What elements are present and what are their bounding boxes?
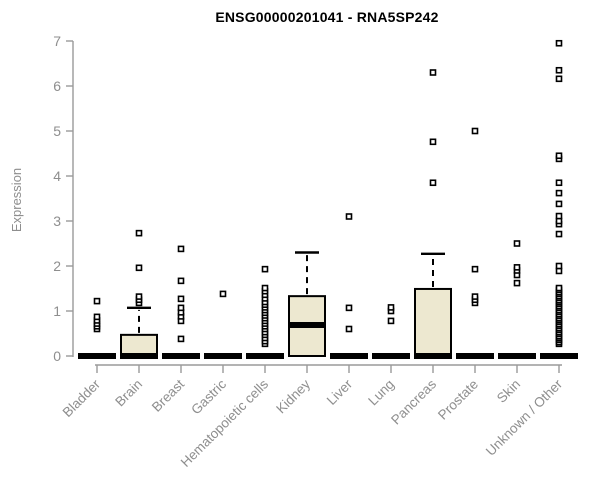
outlier-point xyxy=(93,297,101,305)
x-category-label: Brain xyxy=(112,377,145,410)
outlier-point xyxy=(555,230,563,238)
outlier-point xyxy=(387,317,395,325)
outlier-point xyxy=(261,265,269,273)
x-category-label: Gastric xyxy=(188,376,229,417)
outlier-point xyxy=(429,179,437,187)
y-tick-label: 0 xyxy=(53,348,61,364)
x-category-label: Prostate xyxy=(435,377,481,423)
outlier-point xyxy=(555,200,563,208)
x-category-label: Liver xyxy=(324,376,356,408)
outlier-point xyxy=(429,69,437,76)
y-tick-label: 5 xyxy=(53,123,61,139)
x-category-label: Lung xyxy=(365,377,397,409)
outlier-point xyxy=(177,335,185,343)
outlier-point xyxy=(177,295,185,303)
outlier-point xyxy=(345,213,353,220)
chart-title: ENSG00000201041 - RNA5SP242 xyxy=(215,9,439,25)
y-tick-label: 1 xyxy=(53,303,61,319)
y-tick-label: 4 xyxy=(53,168,61,184)
outlier-point xyxy=(345,304,353,312)
outlier-point xyxy=(261,284,269,292)
outlier-point xyxy=(93,313,101,321)
outlier-point xyxy=(555,75,563,83)
outlier-point xyxy=(513,240,521,247)
outlier-point xyxy=(135,229,143,237)
outlier-point xyxy=(555,66,563,74)
outlier-point xyxy=(471,293,479,300)
outlier-point xyxy=(513,264,521,271)
outlier-point xyxy=(345,325,353,333)
x-category-label: Pancreas xyxy=(388,376,439,427)
outlier-point xyxy=(471,265,479,273)
iqr-box xyxy=(120,333,158,358)
outlier-point xyxy=(387,304,395,311)
outlier-point xyxy=(135,264,143,272)
outlier-point xyxy=(177,277,185,285)
y-tick-label: 7 xyxy=(53,33,61,49)
outlier-point xyxy=(555,152,563,160)
outlier-point xyxy=(429,138,437,146)
outlier-point xyxy=(555,39,563,47)
outlier-point xyxy=(135,293,143,300)
outlier-point xyxy=(513,279,521,287)
outlier-point xyxy=(555,284,563,292)
x-category-label: Unknown / Other xyxy=(483,376,566,459)
iqr-box xyxy=(414,287,452,358)
outlier-point xyxy=(177,304,185,312)
outlier-point xyxy=(177,245,185,253)
y-tick-label: 2 xyxy=(53,258,61,274)
outlier-point xyxy=(555,179,563,187)
y-tick-label: 6 xyxy=(53,78,61,94)
outlier-point xyxy=(555,212,563,220)
y-tick-label: 3 xyxy=(53,213,61,229)
x-category-label: Bladder xyxy=(60,376,104,420)
x-category-label: Kidney xyxy=(273,376,313,416)
outlier-point xyxy=(471,127,479,135)
outlier-point xyxy=(555,189,563,197)
outlier-point xyxy=(555,262,563,270)
x-category-label: Skin xyxy=(494,377,523,406)
outlier-point xyxy=(219,290,227,298)
x-category-label: Breast xyxy=(149,376,187,414)
